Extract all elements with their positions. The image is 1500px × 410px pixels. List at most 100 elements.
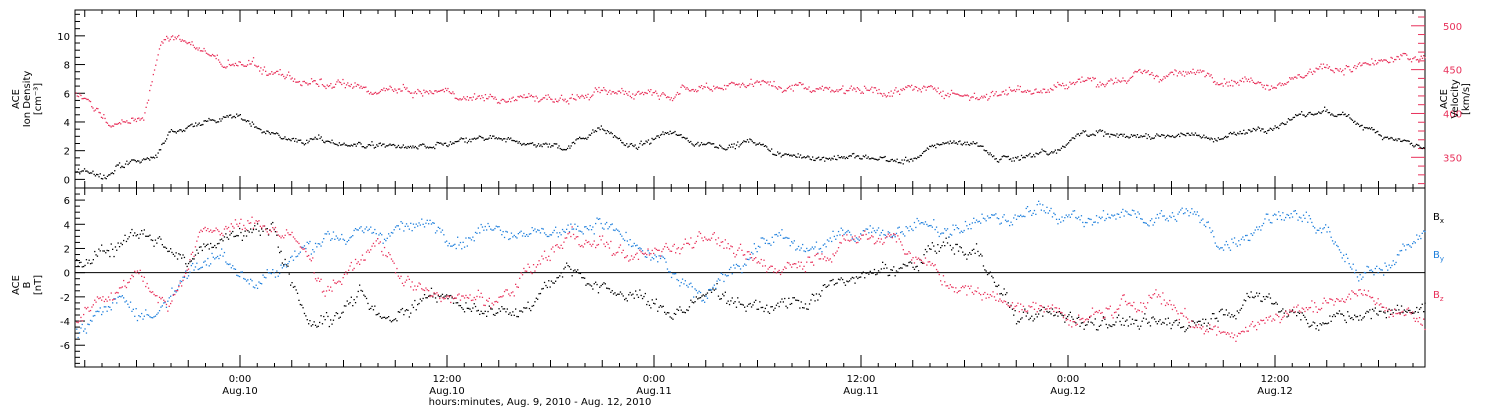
data-point (913, 88, 915, 90)
data-point (179, 282, 181, 284)
data-point (829, 280, 831, 282)
data-point (400, 90, 402, 92)
data-point (273, 72, 275, 74)
data-point (418, 90, 420, 92)
data-point (712, 233, 714, 235)
data-point (1062, 315, 1065, 317)
data-point (472, 236, 474, 238)
data-point (91, 306, 93, 308)
data-point (988, 272, 990, 275)
data-point (343, 305, 346, 307)
data-point (1318, 111, 1320, 113)
data-point (991, 295, 993, 297)
data-point (207, 120, 209, 122)
data-point (168, 250, 170, 252)
data-point (1333, 71, 1335, 74)
data-point (1190, 134, 1192, 136)
data-point (955, 243, 957, 246)
data-point (536, 97, 538, 99)
data-point (430, 295, 433, 297)
data-point (429, 219, 431, 221)
data-point (129, 232, 132, 234)
data-point (336, 237, 339, 239)
data-point (516, 237, 518, 239)
data-point (236, 223, 238, 225)
data-point (1049, 87, 1052, 90)
data-point (745, 310, 747, 312)
data-point (937, 244, 939, 246)
data-point (813, 264, 815, 266)
data-point (816, 157, 819, 159)
data-point (1124, 136, 1127, 138)
data-point (1379, 60, 1381, 62)
data-point (836, 250, 838, 252)
data-point (1074, 83, 1076, 86)
data-point (999, 223, 1001, 225)
data-point (197, 236, 199, 238)
data-point (481, 95, 483, 97)
data-point (1311, 324, 1313, 326)
data-point (156, 59, 158, 61)
data-point (835, 238, 837, 240)
data-point (175, 252, 177, 254)
data-point (374, 91, 377, 94)
data-point (383, 316, 386, 318)
data-point (244, 230, 246, 232)
data-point (1007, 155, 1009, 158)
data-point (909, 261, 911, 263)
data-point (754, 82, 756, 84)
data-point (1199, 136, 1201, 138)
data-point (422, 95, 424, 97)
data-point (793, 154, 796, 156)
data-point (510, 292, 513, 294)
data-point (804, 303, 807, 305)
data-point (897, 235, 899, 237)
data-point (187, 268, 190, 270)
data-point (155, 64, 157, 66)
data-point (1310, 71, 1312, 73)
data-point (587, 136, 589, 139)
data-point (848, 240, 851, 242)
data-point (748, 141, 750, 143)
data-point (1336, 312, 1338, 314)
data-point (1365, 127, 1367, 129)
data-point (668, 248, 670, 250)
data-point (108, 124, 110, 126)
data-point (396, 92, 398, 94)
data-point (244, 65, 246, 67)
data-point (1243, 299, 1245, 301)
data-point (1095, 329, 1098, 331)
data-point (1257, 81, 1259, 83)
data-point (468, 307, 470, 310)
data-point (1319, 112, 1321, 114)
data-point (81, 98, 83, 100)
data-point (1013, 217, 1015, 219)
data-point (1336, 68, 1338, 70)
data-point (1383, 59, 1385, 61)
data-point (1218, 310, 1221, 313)
data-point (350, 261, 352, 264)
data-point (934, 144, 936, 146)
data-point (878, 88, 880, 91)
data-point (1344, 319, 1346, 321)
data-point (1077, 78, 1079, 80)
data-point (1080, 132, 1082, 135)
data-point (470, 97, 472, 99)
data-point (356, 143, 359, 145)
data-point (680, 86, 682, 88)
data-point (255, 284, 257, 286)
data-point (364, 147, 366, 149)
data-point (699, 86, 701, 89)
data-point (1334, 115, 1337, 117)
data-point (726, 275, 728, 277)
data-point (1148, 136, 1151, 138)
data-point (946, 285, 949, 287)
data-point (221, 232, 223, 234)
data-point (827, 88, 829, 90)
data-point (91, 172, 93, 174)
data-point (890, 269, 892, 271)
data-point (129, 160, 132, 163)
data-point (341, 144, 343, 146)
data-point (915, 256, 917, 258)
data-point (499, 102, 501, 105)
